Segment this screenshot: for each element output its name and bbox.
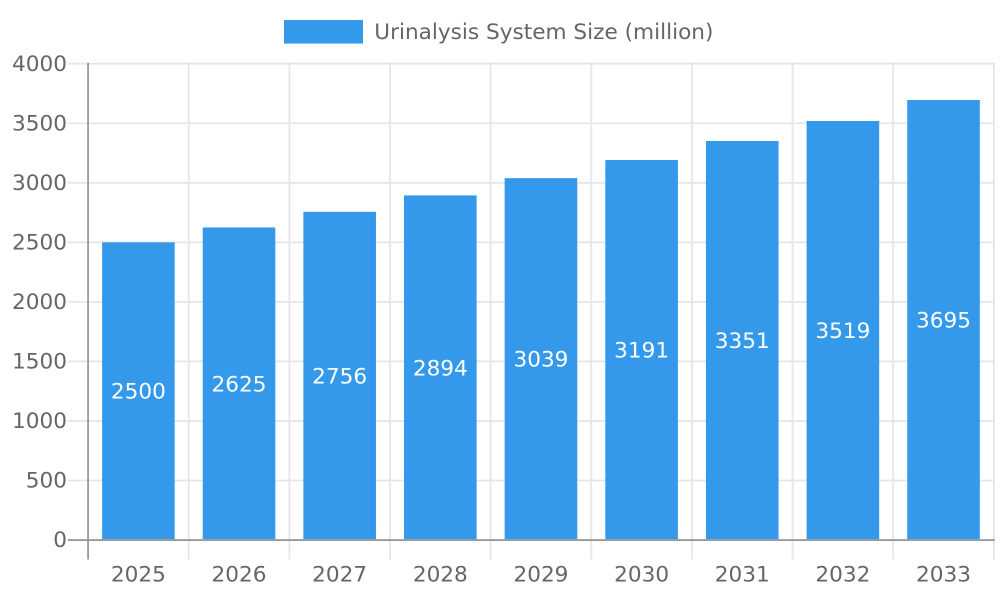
svg-text:0: 0 xyxy=(53,528,67,553)
svg-text:3351: 3351 xyxy=(715,329,770,354)
svg-text:3519: 3519 xyxy=(815,319,870,344)
svg-text:2028: 2028 xyxy=(413,563,468,588)
svg-text:2500: 2500 xyxy=(12,230,67,255)
svg-text:2032: 2032 xyxy=(815,563,870,588)
svg-text:1500: 1500 xyxy=(12,350,67,375)
svg-text:2027: 2027 xyxy=(312,563,367,588)
svg-text:1000: 1000 xyxy=(12,409,67,434)
svg-text:2894: 2894 xyxy=(413,356,468,381)
svg-text:3500: 3500 xyxy=(12,111,67,136)
svg-text:3695: 3695 xyxy=(916,309,971,334)
svg-text:2756: 2756 xyxy=(312,365,367,390)
svg-text:2025: 2025 xyxy=(111,563,166,588)
svg-text:2000: 2000 xyxy=(12,290,67,315)
svg-text:3191: 3191 xyxy=(614,339,669,364)
svg-text:2625: 2625 xyxy=(212,372,267,397)
svg-text:4000: 4000 xyxy=(12,52,67,77)
svg-text:2031: 2031 xyxy=(715,563,770,588)
svg-text:500: 500 xyxy=(26,469,67,494)
svg-text:2500: 2500 xyxy=(111,380,166,405)
svg-text:3000: 3000 xyxy=(12,171,67,196)
svg-text:2029: 2029 xyxy=(513,563,568,588)
svg-text:Urinalysis System Size (millio: Urinalysis System Size (million) xyxy=(374,20,713,45)
svg-text:2026: 2026 xyxy=(212,563,267,588)
svg-text:2033: 2033 xyxy=(916,563,971,588)
svg-text:2030: 2030 xyxy=(614,563,669,588)
svg-text:3039: 3039 xyxy=(513,348,568,373)
